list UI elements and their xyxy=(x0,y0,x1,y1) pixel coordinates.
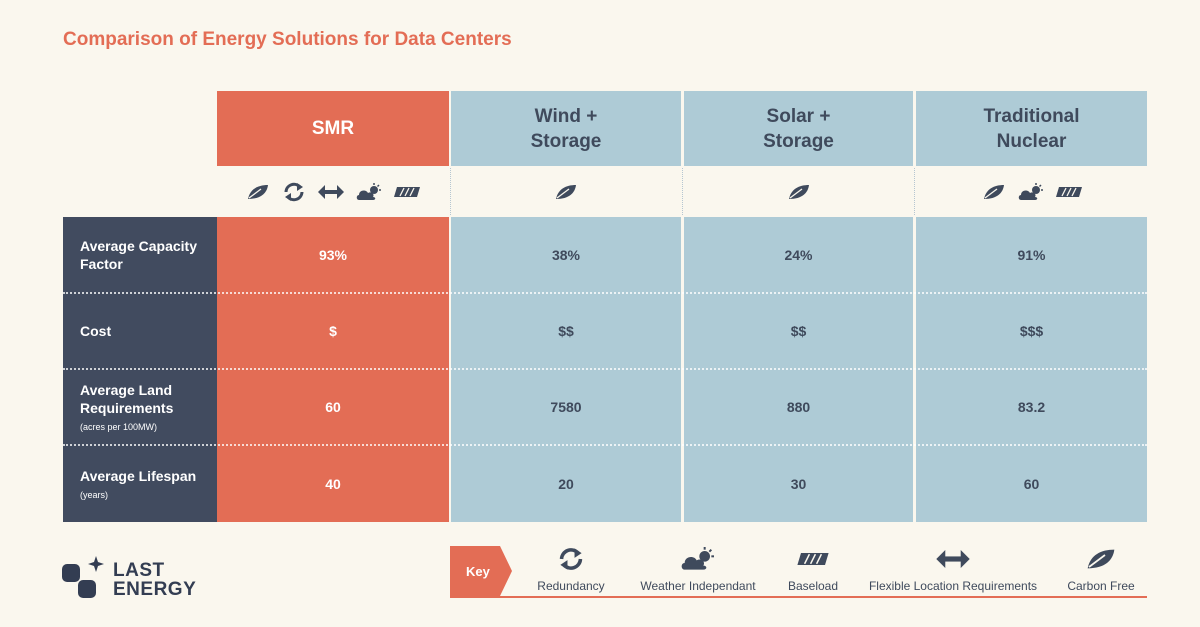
icon-row-divider xyxy=(914,168,915,215)
redundancy-icon xyxy=(559,548,583,570)
column-header-solar-storage: Solar + Storage xyxy=(684,91,913,166)
last-energy-logo-mark xyxy=(62,556,104,598)
table-cell: $$ xyxy=(558,323,574,339)
solar-storage-icons xyxy=(684,166,913,217)
weather-independent-icon xyxy=(1018,182,1043,200)
table-cell: 83.2 xyxy=(1017,399,1046,415)
leaf-icon xyxy=(788,184,809,199)
key-badge xyxy=(450,546,512,596)
smr-column-header-bg xyxy=(217,91,449,166)
last-energy-logo-text: LAST ENERGY xyxy=(113,561,196,599)
weather-independent-icon xyxy=(356,182,381,200)
table-cell: 24% xyxy=(784,246,813,263)
table-cell: $$ xyxy=(790,323,807,339)
table-cell: 60 xyxy=(1023,476,1040,492)
key-item-label: Weather Independant xyxy=(640,579,756,593)
row-label-text: Average Lifespan xyxy=(80,467,197,484)
key-underline xyxy=(450,596,1147,598)
column-header-wind-storage: Wind + Storage xyxy=(451,91,681,166)
baseload-icon xyxy=(1055,186,1082,197)
column-header-traditional-nuclear-text: Traditional Nuclear xyxy=(983,105,1080,152)
column-header-traditional-nuclear: Traditional Nuclear xyxy=(916,91,1147,166)
row-label-land-requirements: Average Land Requirements (acres per 100… xyxy=(63,370,217,444)
row-sublabel-text: (acres per 100MW) xyxy=(80,421,158,432)
table-cell: $$$ xyxy=(1019,323,1044,339)
key-item-redundancy: Redundancy xyxy=(531,546,611,593)
row-label-text: Average Land Requirements xyxy=(80,381,174,416)
solar-column-header-bg xyxy=(684,91,913,166)
leaf-icon xyxy=(983,184,1004,199)
table-cell: 30 xyxy=(790,476,807,492)
column-header-solar-storage-text: Solar + Storage xyxy=(763,105,834,152)
row-label-text: Cost xyxy=(80,323,112,339)
leaf-icon xyxy=(248,184,268,199)
key-item-baseload: Baseload xyxy=(778,546,848,593)
row-divider xyxy=(63,368,1147,370)
row-sublabel-text: (years) xyxy=(80,489,109,500)
key-item-label: Baseload xyxy=(787,579,839,593)
table-cell: 880 xyxy=(786,399,811,415)
table-cell: 91% xyxy=(1017,246,1046,263)
row-divider xyxy=(63,292,1147,294)
icon-row-divider xyxy=(450,168,451,215)
flexible-location-icon xyxy=(936,550,970,568)
wind-column-header-bg xyxy=(451,91,681,166)
key-item-flexible-location: Flexible Location Requirements xyxy=(862,546,1044,593)
column-header-wind-storage-text: Wind + Storage xyxy=(530,105,602,152)
baseload-icon xyxy=(394,186,420,197)
table-cell: 7580 xyxy=(550,399,582,415)
row-label-lifespan: Average Lifespan (years) xyxy=(63,446,217,522)
leaf-icon xyxy=(1087,549,1115,569)
smr-icons xyxy=(217,166,449,217)
row-label-text: Average Capacity Factor xyxy=(80,237,197,272)
page-title: Comparison of Energy Solutions for Data … xyxy=(63,29,512,50)
table-cell: $ xyxy=(329,323,337,339)
column-header-smr: SMR xyxy=(311,118,355,139)
redundancy-icon xyxy=(284,182,304,201)
table-cell: 20 xyxy=(558,476,574,492)
nuclear-column-header-bg xyxy=(916,91,1147,166)
baseload-icon xyxy=(797,553,829,565)
table-cell: 40 xyxy=(325,476,341,492)
table-cell: 38% xyxy=(551,246,581,263)
traditional-nuclear-icons xyxy=(916,166,1147,217)
table-cell: 60 xyxy=(325,399,341,415)
key-item-weather-independent: Weather Independant xyxy=(636,546,760,593)
key-item-label: Carbon Free xyxy=(1067,579,1135,593)
key-item-carbon-free: Carbon Free xyxy=(1061,546,1141,593)
logo-line-1: LAST xyxy=(113,560,165,581)
weather-independent-icon xyxy=(681,547,714,570)
table-cell: 93% xyxy=(318,246,348,263)
wind-storage-icons xyxy=(451,166,681,217)
row-label-cost: Cost xyxy=(63,294,217,368)
icon-row-divider xyxy=(682,168,683,215)
row-label-capacity-factor: Average Capacity Factor xyxy=(63,217,217,292)
key-item-label: Flexible Location Requirements xyxy=(868,579,1038,593)
flexible-location-icon xyxy=(318,184,344,199)
key-label: Key xyxy=(466,564,490,579)
logo-line-2: ENERGY xyxy=(113,579,197,600)
key-item-label: Redundancy xyxy=(537,579,605,593)
row-divider xyxy=(63,444,1147,446)
leaf-icon xyxy=(556,184,576,199)
